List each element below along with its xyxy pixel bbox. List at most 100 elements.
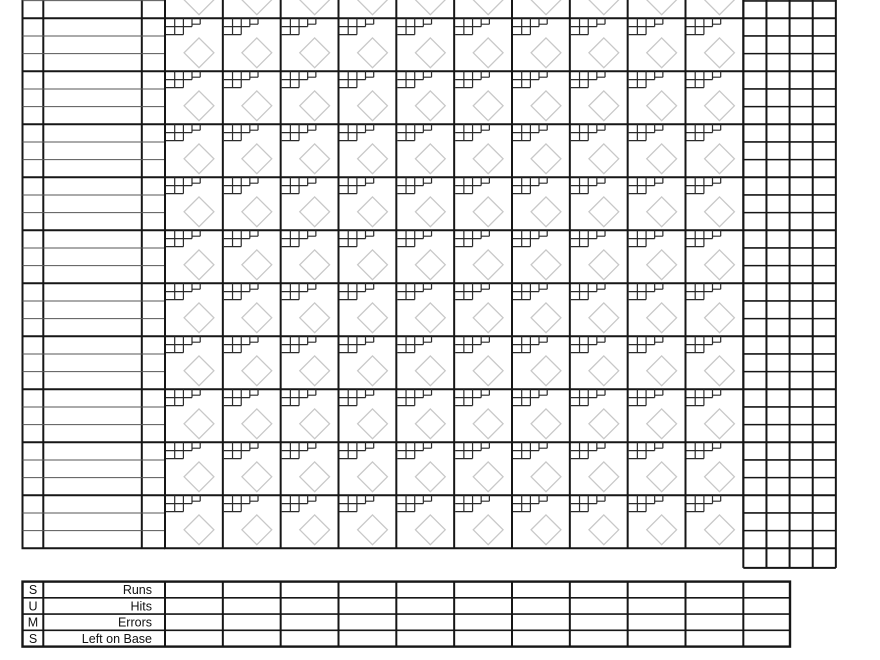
base-diamond: [472, 407, 504, 440]
base-diamond: [298, 301, 331, 334]
base-diamond: [588, 195, 620, 228]
pitch-count-boxes: [455, 283, 490, 301]
pitch-count-boxes: [686, 230, 722, 248]
base-diamond: [414, 36, 447, 69]
pitch-count-boxes: [281, 71, 317, 89]
pitch-count-boxes: [397, 336, 433, 354]
inning-cell: [397, 283, 447, 334]
pitch-count-boxes: [223, 177, 259, 195]
base-diamond: [530, 36, 562, 69]
pitch-count-boxes: [166, 336, 201, 354]
inning-cell: [512, 71, 562, 122]
inning-cell: [281, 124, 331, 175]
inning-cell: [166, 177, 215, 228]
inning-cell: [299, 0, 331, 16]
base-diamond: [703, 142, 736, 175]
base-diamond: [588, 513, 620, 546]
pitch-count-boxes: [570, 18, 606, 36]
lineup-table: [21, 0, 165, 550]
base-diamond: [645, 89, 678, 122]
pitch-count-boxes: [223, 495, 259, 513]
base-diamond: [356, 195, 389, 228]
base-diamond: [241, 301, 273, 334]
sums-row-label: Runs: [123, 583, 152, 597]
base-diamond: [703, 89, 736, 122]
inning-cell: [570, 18, 620, 69]
sums-letter: M: [28, 616, 38, 630]
player-stats-grid: [742, 0, 837, 569]
pitch-count-boxes: [166, 283, 201, 301]
base-diamond: [703, 301, 736, 334]
pitch-count-boxes: [339, 389, 375, 407]
base-diamond: [414, 301, 447, 334]
base-diamond: [356, 142, 389, 175]
inning-cell: [281, 495, 331, 546]
inning-cell: [686, 230, 736, 281]
inning-cell: [570, 230, 620, 281]
inning-cell: [570, 71, 620, 122]
base-diamond: [356, 513, 389, 546]
base-diamond: [241, 89, 273, 122]
base-diamond: [530, 407, 562, 440]
inning-cell: [646, 0, 678, 16]
sums-labels: S U M S Runs Hits Errors Left on Base: [28, 583, 152, 646]
pitch-count-boxes: [281, 283, 317, 301]
sums-row-label: Hits: [130, 599, 152, 613]
base-diamond: [241, 36, 273, 69]
base-diamond: [414, 513, 447, 546]
pitch-count-boxes: [397, 177, 433, 195]
inning-cell: [223, 389, 273, 440]
inning-cell: [223, 495, 273, 546]
pitch-count-boxes: [223, 442, 259, 460]
pitch-count-boxes: [455, 442, 490, 460]
inning-cell: [166, 336, 215, 387]
sums-letter: S: [29, 583, 37, 597]
base-diamond: [414, 354, 447, 387]
inning-cell: [628, 124, 678, 175]
pitch-count-boxes: [686, 495, 722, 513]
inning-cell: [628, 283, 678, 334]
inning-cell: [570, 336, 620, 387]
pitch-count-boxes: [339, 442, 375, 460]
pitch-count-boxes: [512, 283, 548, 301]
pitch-count-boxes: [686, 18, 722, 36]
pitch-count-boxes: [455, 495, 490, 513]
sums-row-label: Left on Base: [82, 632, 152, 646]
base-diamond: [414, 195, 447, 228]
inning-cell: [281, 389, 331, 440]
base-diamond: [298, 354, 331, 387]
pitch-count-boxes: [686, 124, 722, 142]
base-diamond: [530, 301, 562, 334]
pitch-count-boxes: [455, 389, 490, 407]
pitch-count-boxes: [281, 389, 317, 407]
pitch-count-boxes: [397, 124, 433, 142]
base-diamond: [241, 460, 273, 493]
inning-cell: [455, 71, 504, 122]
inning-cell: [570, 177, 620, 228]
pitch-count-boxes: [223, 389, 259, 407]
inning-cell: [512, 495, 562, 546]
pitch-count-boxes: [223, 71, 259, 89]
base-diamond: [241, 513, 273, 546]
pitch-count-boxes: [512, 71, 548, 89]
inning-cell: [512, 442, 562, 493]
inning-cell: [628, 389, 678, 440]
pitch-count-boxes: [166, 495, 201, 513]
base-diamond: [645, 354, 678, 387]
inning-cell: [530, 0, 562, 16]
pitch-count-boxes: [339, 336, 375, 354]
pitch-count-boxes: [570, 230, 606, 248]
pitch-count-boxes: [397, 230, 433, 248]
pitch-count-boxes: [628, 124, 664, 142]
inning-cell: [281, 177, 331, 228]
pitch-count-boxes: [686, 283, 722, 301]
pitch-count-boxes: [166, 389, 201, 407]
pitch-count-boxes: [628, 495, 664, 513]
pitch-count-boxes: [512, 495, 548, 513]
sums-row-label: Errors: [118, 616, 152, 630]
inning-cell: [512, 336, 562, 387]
inning-cell: [339, 124, 389, 175]
pitch-count-boxes: [455, 71, 490, 89]
base-diamond: [530, 0, 562, 16]
